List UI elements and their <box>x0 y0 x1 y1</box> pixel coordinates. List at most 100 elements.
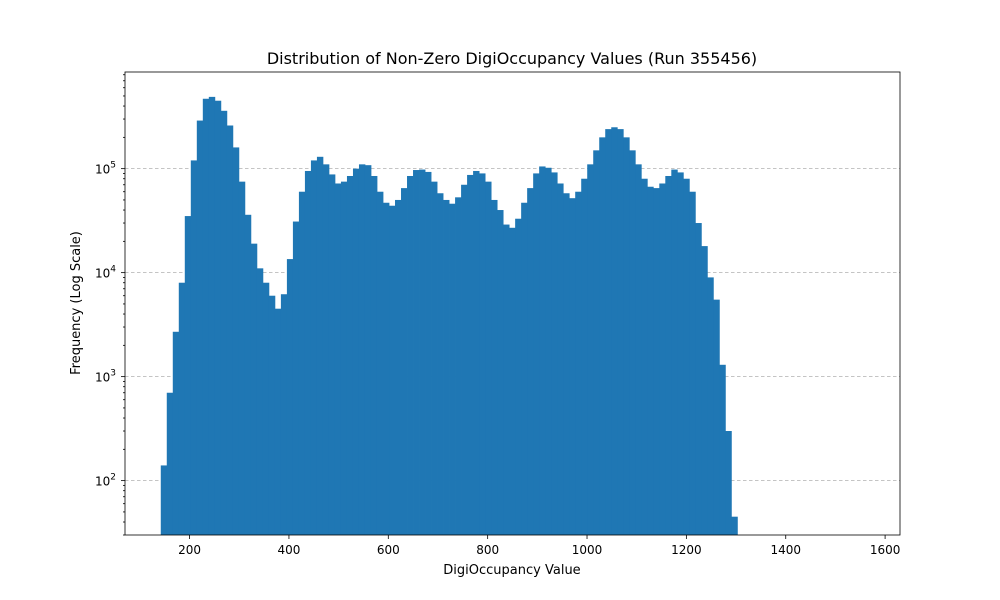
histogram-bar <box>491 199 498 535</box>
y-tick-label: 103 <box>95 369 116 385</box>
histogram-bar <box>593 150 600 536</box>
histogram-bar <box>419 169 426 535</box>
histogram-bar <box>707 277 714 535</box>
histogram-bar <box>425 171 432 535</box>
histogram-bar <box>340 181 348 535</box>
histogram-bar <box>214 100 222 535</box>
histogram-bar <box>575 191 582 535</box>
histogram-bar <box>671 169 678 535</box>
histogram-bar <box>298 191 306 535</box>
histogram-bar <box>701 246 708 536</box>
histogram-bar <box>731 516 738 535</box>
histogram-bar <box>545 167 552 536</box>
histogram-bar <box>166 392 174 535</box>
histogram-bar <box>431 181 438 535</box>
histogram-bar <box>292 221 300 536</box>
histogram-bar <box>455 197 462 535</box>
histogram-bar <box>629 150 636 536</box>
histogram-bar <box>184 216 192 535</box>
histogram-bar <box>665 175 672 535</box>
histogram-bar <box>358 164 366 535</box>
histogram-bar <box>250 243 258 535</box>
histogram-bar <box>659 183 666 535</box>
histogram-bar <box>370 175 378 535</box>
x-tick-label: 800 <box>476 543 499 557</box>
histogram-bar <box>172 331 180 535</box>
histogram-bar <box>479 173 486 535</box>
histogram-bar <box>178 282 186 535</box>
histogram-bar <box>160 465 168 535</box>
histogram-bar <box>569 198 576 535</box>
x-tick-label: 600 <box>377 543 400 557</box>
histogram-bar <box>232 147 240 535</box>
histogram-bar <box>551 172 558 536</box>
histogram-bar <box>461 184 468 535</box>
histogram-bar <box>587 164 594 535</box>
histogram-bar <box>238 181 246 535</box>
x-tick-label: 1600 <box>870 543 901 557</box>
histogram-bar <box>605 129 612 535</box>
histogram-bar <box>280 294 288 535</box>
histogram-bar <box>190 160 198 535</box>
histogram-bar <box>262 282 270 535</box>
histogram-bar <box>473 170 480 535</box>
y-tick-label: 105 <box>95 161 116 177</box>
x-axis-ticks: 200 400 600 800 1000 1200 1400 1600 <box>178 535 900 557</box>
histogram-bar <box>449 203 456 535</box>
histogram-bar <box>617 129 624 535</box>
histogram-bar <box>647 186 654 535</box>
histogram-bar <box>521 202 528 535</box>
histogram-bar <box>623 137 630 535</box>
histogram-bar <box>653 188 660 535</box>
histogram-bar <box>322 164 330 535</box>
histogram-bar <box>389 205 396 535</box>
y-tick-label: 104 <box>95 265 116 281</box>
histogram-bar <box>713 299 720 535</box>
histogram-bar <box>503 224 510 535</box>
histogram-bar <box>677 172 684 536</box>
histogram-bar <box>395 199 402 535</box>
histogram-bar <box>467 174 474 535</box>
histogram-bar <box>304 170 312 535</box>
x-tick-label: 400 <box>277 543 300 557</box>
y-tick-label: 102 <box>95 473 116 489</box>
x-tick-label: 1000 <box>572 543 603 557</box>
histogram-bar <box>202 98 210 535</box>
histogram-bar <box>268 295 276 535</box>
histogram-bar <box>256 268 264 535</box>
bars-layer <box>160 96 738 536</box>
histogram-bar <box>310 160 318 535</box>
histogram-bar <box>208 96 216 536</box>
histogram-bar <box>413 170 420 536</box>
histogram-bar <box>443 199 450 535</box>
histogram-bar <box>641 178 648 535</box>
histogram-bar <box>719 364 726 535</box>
histogram-bar <box>328 174 336 536</box>
histogram-bar <box>683 178 690 535</box>
x-tick-label: 200 <box>178 543 201 557</box>
histogram-bar <box>509 227 516 536</box>
histogram-bar <box>695 223 702 535</box>
histogram-bar <box>539 166 546 535</box>
histogram-bar <box>527 188 534 535</box>
plot-frame <box>124 71 901 536</box>
y-axis-label: Frequency (Log Scale) <box>69 231 84 375</box>
histogram-bar <box>689 191 696 535</box>
histogram-bar <box>274 308 282 535</box>
histogram-bar <box>220 110 228 535</box>
histogram-bar <box>376 191 384 535</box>
x-tick-label: 1200 <box>671 543 702 557</box>
histogram-bar <box>352 168 360 535</box>
histogram-bar <box>383 202 390 535</box>
x-axis-label: DigiOccupancy Value <box>443 563 580 578</box>
histogram-bar <box>316 156 324 536</box>
histogram-bar <box>364 165 372 535</box>
histogram-bar <box>581 178 588 535</box>
histogram-bar <box>437 193 444 535</box>
x-tick-label: 1400 <box>770 543 801 557</box>
histogram-bar <box>599 137 606 535</box>
histogram-bar <box>611 127 618 535</box>
histogram-bar <box>226 125 234 536</box>
